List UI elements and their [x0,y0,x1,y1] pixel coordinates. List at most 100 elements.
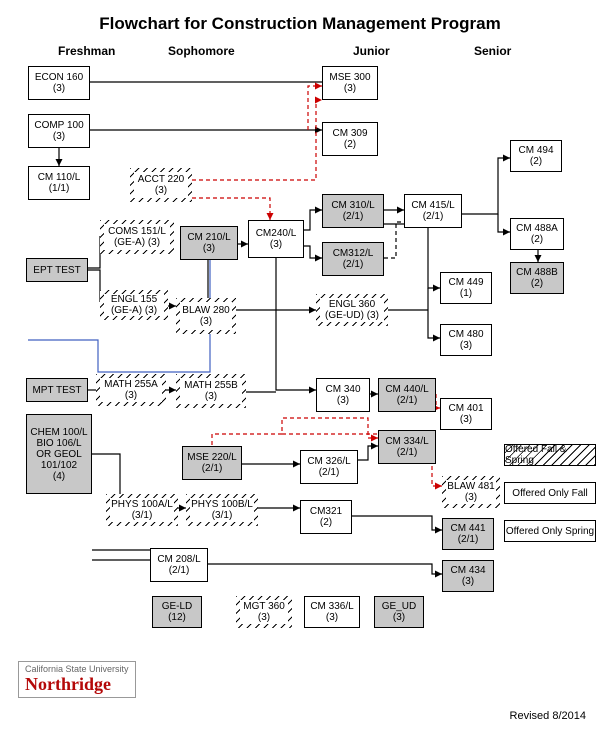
course-label: CM 326/L [307,456,350,467]
course-units: (2/1) [343,259,364,270]
course-units: (2) [531,234,543,245]
column-header: Junior [353,44,390,58]
course-units: (3) [460,340,472,351]
course-box: ENGL 155(GE-A) (3) [100,290,168,320]
course-box: MSE 220/L(2/1) [182,446,242,480]
course-units: (3) [53,83,65,94]
course-box: CM 440/L(2/1) [378,378,436,412]
course-label: ENGL 155 [111,294,157,305]
course-units: (12) [168,612,186,623]
course-units: (3) [270,239,282,250]
course-box: CM 334/L(2/1) [378,430,436,464]
course-units: (3) [200,316,212,327]
column-header: Freshman [58,44,115,58]
course-units: (2/1) [343,211,364,222]
course-box: GE_UD(3) [374,596,424,628]
course-units: (3) [326,612,338,623]
course-box: ENGL 360(GE-UD) (3) [316,294,388,326]
course-label: CM321 [310,506,342,517]
course-units: (2/1) [397,447,418,458]
course-box: MGT 360(3) [236,596,292,628]
course-box: EPT TEST [26,258,88,282]
course-box: CM312/L(2/1) [322,242,384,276]
course-units: (GE-A) (3) [111,305,157,316]
course-label: MSE 300 [329,72,370,83]
course-units: (2/1) [397,395,418,406]
course-units: (2/1) [423,211,444,222]
course-label: COMP 100 [34,120,83,131]
course-label: CM 310/L [331,200,374,211]
course-label: CM 208/L [157,554,200,565]
course-units: (3) [155,185,167,196]
course-box: CM 326/L(2/1) [300,450,358,484]
course-units: (3) [125,390,137,401]
course-label: MSE 220/L [187,452,236,463]
course-box: BLAW 280(3) [176,298,236,334]
course-label: CM 440/L [385,384,428,395]
course-units: (3) [344,83,356,94]
course-box: MPT TEST [26,378,88,402]
course-label: CM 434 [450,565,485,576]
course-box: CM 488B(2) [510,262,564,294]
course-label: CM 488A [516,223,558,234]
course-box: CM 488A(2) [510,218,564,250]
legend-item: Offered Only Fall [504,482,596,504]
course-box: MSE 300(3) [322,66,378,100]
course-label: CM 449 [448,277,483,288]
course-box: MATH 255A(3) [96,374,166,406]
course-units: (3/1) [132,510,153,521]
course-box: GE-LD(12) [152,596,202,628]
course-units: (3) [465,492,477,503]
course-label: PHYS 100A/L [111,499,173,510]
course-units: (GE-A) (3) [114,237,160,248]
course-box: CM 449(1) [440,272,492,304]
revision-footer: Revised 8/2014 [510,710,586,722]
course-label: MGT 360 [243,601,285,612]
course-box: ACCT 220(3) [130,168,192,202]
course-units: (2/1) [319,467,340,478]
course-units: (3) [462,576,474,587]
course-units: (3) [53,131,65,142]
course-label: MATH 255B [184,380,238,391]
course-units: (1) [460,288,472,299]
course-box: MATH 255B(3) [176,374,246,408]
course-label: GE-LD [162,601,193,612]
course-units: (3/1) [212,510,233,521]
course-label: ECON 160 [35,72,83,83]
course-box: CM 401(3) [440,398,492,430]
course-units: (2) [530,156,542,167]
course-label: ACCT 220 [138,174,185,185]
course-label: CM240/L [256,228,297,239]
course-label: CM 488B [516,267,558,278]
course-box: CM 494(2) [510,140,562,172]
chart-title: Flowchart for Construction Management Pr… [0,14,600,34]
course-box: CM 310/L(2/1) [322,194,384,228]
course-box: COMP 100(3) [28,114,90,148]
flowchart-page: Flowchart for Construction Management Pr… [0,0,600,730]
course-units: (1/1) [49,183,70,194]
course-box: CM 480(3) [440,324,492,356]
course-units: (2/1) [202,463,223,474]
course-box: CM 110/L(1/1) [28,166,90,200]
course-box: PHYS 100A/L(3/1) [106,494,178,526]
column-header: Senior [474,44,511,58]
course-units: (3) [337,395,349,406]
course-label: COMS 151/L [108,226,166,237]
course-label: GE_UD [382,601,416,612]
course-units: (2) [320,517,332,528]
logo-line2: Northridge [25,674,129,695]
logo-line1: California State University [25,664,129,674]
course-box: CM 336/L(3) [304,596,360,628]
course-label: CM 309 [332,128,367,139]
course-box: CM 309(2) [322,122,378,156]
course-box: ECON 160(3) [28,66,90,100]
course-box: BLAW 481(3) [442,476,500,508]
course-box: CM 415/L(2/1) [404,194,462,228]
course-units: (2) [531,278,543,289]
course-box: COMS 151/L(GE-A) (3) [100,220,174,254]
course-box: CM 434(3) [442,560,494,592]
course-units: (2/1) [169,565,190,576]
course-label: CM 401 [448,403,483,414]
course-box: PHYS 100B/L(3/1) [186,494,258,526]
course-box: CM 208/L(2/1) [150,548,208,582]
